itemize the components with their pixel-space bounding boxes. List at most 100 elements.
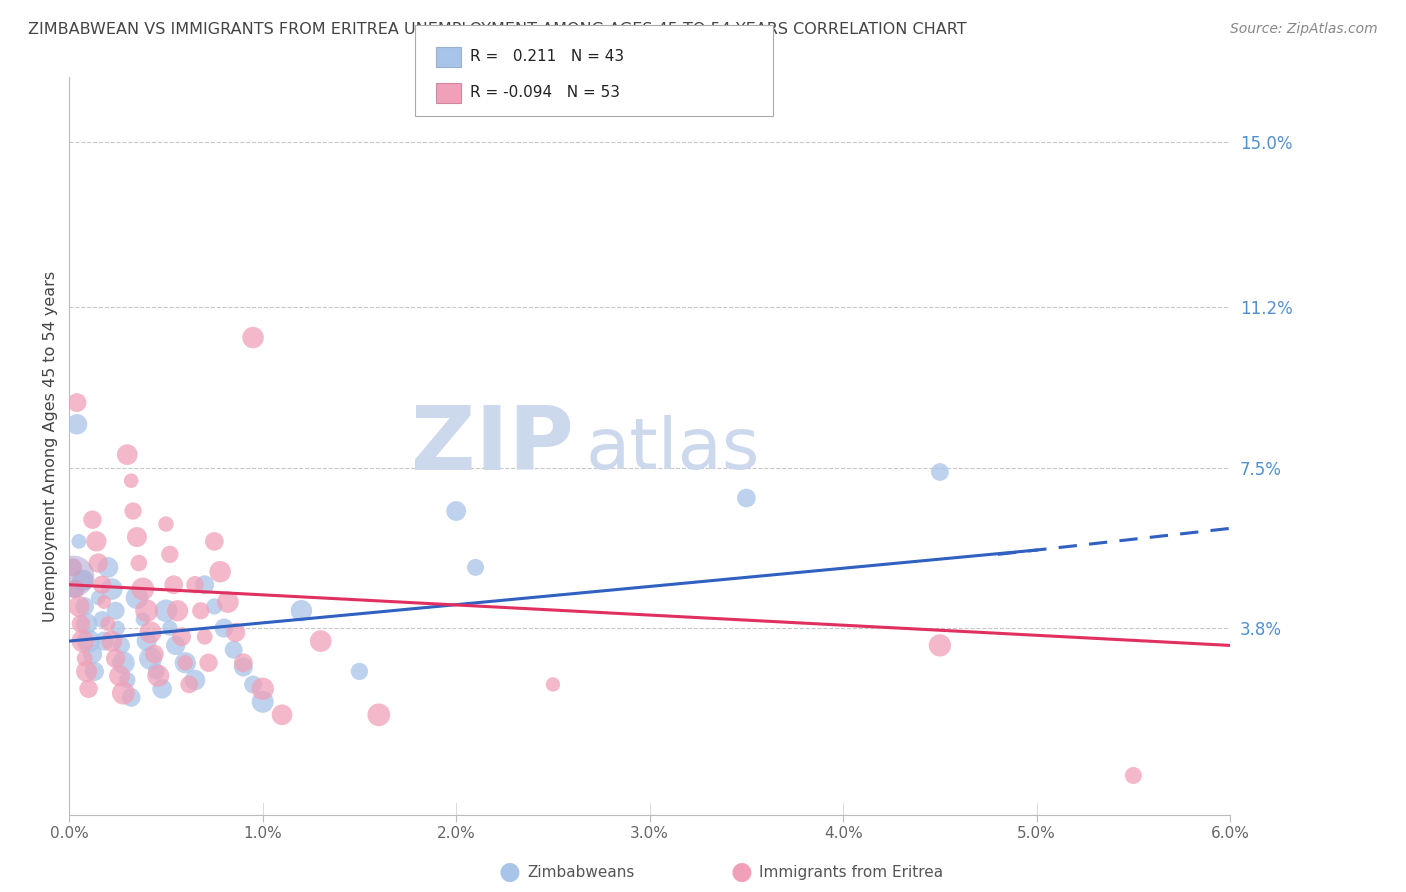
Point (101, 634, 124, 648)
Point (132, 582, 155, 596)
Point (87, 556, 110, 570)
Text: R =   0.211   N = 43: R = 0.211 N = 43 (470, 49, 624, 63)
Point (112, 686, 135, 700)
Point (202, 534, 225, 549)
Point (128, 556, 150, 570)
Point (928, 639, 950, 653)
Point (242, 330, 264, 344)
Point (82, 513, 104, 527)
Point (63, 582, 86, 596)
Point (159, 621, 181, 635)
Point (367, 707, 389, 722)
Point (73, 651, 96, 665)
Point (349, 665, 371, 679)
Point (170, 630, 193, 644)
Point (1122, 768, 1144, 782)
Point (125, 530, 148, 544)
Point (252, 681, 274, 696)
Text: ●: ● (498, 861, 520, 884)
Point (217, 595, 239, 609)
Point (112, 656, 135, 670)
Point (135, 604, 157, 618)
Point (464, 560, 486, 574)
Point (117, 673, 139, 687)
Point (77, 634, 100, 648)
Point (174, 656, 197, 670)
Point (83, 665, 105, 679)
Point (120, 474, 142, 488)
Point (125, 591, 148, 605)
Point (72, 574, 94, 588)
Point (222, 642, 245, 657)
Point (190, 604, 212, 618)
Point (225, 625, 247, 640)
Point (184, 673, 207, 687)
Point (165, 639, 187, 653)
Point (150, 681, 173, 696)
Point (163, 578, 186, 592)
Point (91, 578, 114, 592)
Point (184, 578, 207, 592)
Point (290, 604, 312, 618)
Point (77, 681, 100, 696)
Point (76, 665, 98, 679)
Point (122, 504, 145, 518)
Point (541, 677, 564, 691)
Text: ●: ● (730, 861, 752, 884)
Point (202, 599, 225, 614)
Text: atlas: atlas (586, 415, 761, 484)
Point (73, 599, 96, 614)
Point (212, 621, 235, 635)
Point (104, 651, 127, 665)
Point (735, 491, 758, 505)
Point (93, 595, 115, 609)
Point (179, 677, 201, 691)
Y-axis label: Unemployment Among Ages 45 to 54 years: Unemployment Among Ages 45 to 54 years (44, 270, 58, 622)
Point (76, 616, 98, 631)
Point (209, 565, 232, 579)
Point (132, 612, 155, 626)
Text: Immigrants from Eritrea: Immigrants from Eritrea (759, 865, 943, 880)
Point (82, 647, 104, 661)
Point (86, 534, 108, 549)
Point (232, 660, 254, 674)
Point (174, 656, 197, 670)
Point (107, 621, 129, 635)
Point (110, 639, 132, 653)
Point (197, 656, 219, 670)
Point (67, 599, 90, 614)
Point (139, 625, 162, 640)
Text: Source: ZipAtlas.com: Source: ZipAtlas.com (1230, 22, 1378, 37)
Text: Zimbabweans: Zimbabweans (527, 865, 634, 880)
Point (309, 634, 332, 648)
Point (159, 547, 181, 561)
Point (232, 656, 254, 670)
Point (194, 578, 217, 592)
Point (104, 604, 127, 618)
Point (67, 534, 90, 549)
Point (101, 582, 124, 596)
Point (135, 634, 157, 648)
Point (166, 604, 188, 618)
Point (155, 604, 177, 618)
Point (194, 630, 217, 644)
Point (139, 651, 162, 665)
Point (69, 616, 91, 631)
Point (66, 395, 89, 409)
Point (143, 647, 166, 661)
Point (120, 690, 142, 705)
Point (148, 669, 170, 683)
Text: R = -0.094   N = 53: R = -0.094 N = 53 (470, 86, 620, 100)
Text: ZIP: ZIP (412, 402, 574, 490)
Point (62, 569, 84, 583)
Point (242, 677, 264, 691)
Point (87, 591, 110, 605)
Point (117, 448, 139, 462)
Point (271, 707, 294, 722)
Point (93, 634, 115, 648)
Point (108, 669, 131, 683)
Point (97, 616, 120, 631)
Point (97, 560, 120, 574)
Point (62, 560, 84, 574)
Point (252, 695, 274, 709)
